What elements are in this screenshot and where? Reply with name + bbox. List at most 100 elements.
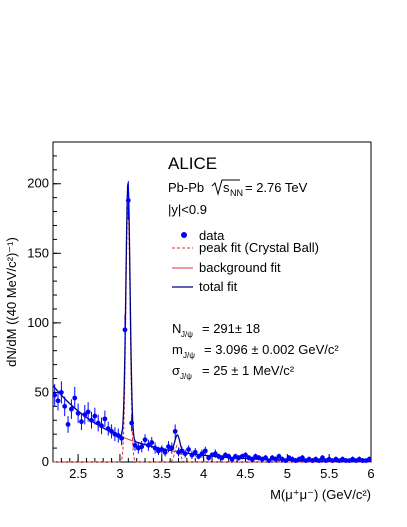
data-marker xyxy=(72,395,78,401)
data-point xyxy=(149,436,155,449)
data-point xyxy=(85,402,91,422)
y-axis-ticks: 0 50 100 150 200 xyxy=(27,141,61,469)
y-tick-label: 100 xyxy=(27,315,49,330)
data-point xyxy=(89,411,94,429)
data-marker xyxy=(105,426,111,432)
data-marker xyxy=(202,448,208,454)
experiment-label: ALICE xyxy=(168,154,217,173)
data-marker xyxy=(226,454,232,459)
data-point xyxy=(179,446,185,456)
data-marker xyxy=(249,456,255,462)
data-point xyxy=(102,410,108,428)
data-point xyxy=(316,458,322,464)
data-point xyxy=(206,455,212,461)
data-point xyxy=(169,442,175,454)
x-tick-label: 5 xyxy=(284,466,291,481)
yield-symbol: N xyxy=(172,321,181,336)
data-point xyxy=(276,453,282,460)
data-point xyxy=(159,445,165,454)
y-tick-label: 0 xyxy=(42,454,49,469)
data-marker xyxy=(366,456,372,462)
data-point xyxy=(212,449,218,458)
data-marker xyxy=(119,435,125,441)
data-point xyxy=(199,449,205,458)
data-marker xyxy=(89,417,94,423)
data-point xyxy=(273,456,278,462)
yield-subscript: J/ψ xyxy=(181,330,193,339)
data-point xyxy=(366,456,372,462)
width-symbol: σ xyxy=(172,363,180,378)
data-marker xyxy=(316,458,322,464)
width-subscript: J/ψ xyxy=(180,372,192,381)
data-marker xyxy=(125,198,131,203)
data-point xyxy=(146,439,151,451)
data-point xyxy=(109,424,114,439)
data-point xyxy=(196,453,202,460)
data-marker xyxy=(199,451,205,457)
data-point xyxy=(182,449,188,458)
data-marker xyxy=(58,390,64,395)
y-tick-label: 50 xyxy=(35,384,49,399)
data-marker xyxy=(65,422,71,427)
system-label: Pb-Pb xyxy=(168,180,204,195)
data-point xyxy=(162,448,168,457)
mass-symbol: m xyxy=(172,342,183,357)
data-marker xyxy=(212,451,218,457)
sqrt-sign xyxy=(211,179,240,196)
data-point xyxy=(65,416,71,433)
data-point xyxy=(95,414,101,432)
data-point xyxy=(226,453,232,460)
data-point xyxy=(122,314,128,346)
data-marker xyxy=(109,428,114,434)
data-point xyxy=(115,428,121,443)
data-point xyxy=(72,386,78,410)
data-marker xyxy=(62,403,68,409)
data-marker xyxy=(182,451,188,457)
data-point xyxy=(172,424,178,439)
data-marker xyxy=(192,449,198,455)
data-marker xyxy=(196,454,202,459)
data-point xyxy=(283,458,289,464)
data-marker xyxy=(139,444,145,450)
data-point xyxy=(55,391,61,411)
data-point xyxy=(92,407,98,425)
data-marker xyxy=(243,452,248,458)
energy-value: = 2.76 TeV xyxy=(245,180,308,195)
data-marker xyxy=(99,423,104,429)
data-marker xyxy=(229,456,235,462)
fit-results: N J/ψ = 291± 18 m J/ψ = 3.096 ± 0.002 Ge… xyxy=(172,321,339,381)
data-point xyxy=(129,414,135,432)
data-marker xyxy=(82,412,88,418)
data-marker xyxy=(79,419,84,425)
data-marker xyxy=(273,456,278,462)
background-fit-curve xyxy=(52,385,372,463)
data-point xyxy=(299,455,305,461)
data-point xyxy=(79,413,84,430)
legend-marker-data xyxy=(181,232,187,238)
rapidity-label: |y|<0.9 xyxy=(168,202,207,217)
y-tick-label: 200 xyxy=(27,176,49,191)
data-point xyxy=(320,455,325,461)
data-point xyxy=(58,381,64,404)
data-point xyxy=(132,439,138,451)
y-tick-label: 150 xyxy=(27,245,49,260)
data-marker xyxy=(52,392,58,398)
data-point xyxy=(343,458,349,464)
energy-symbol: s xyxy=(223,180,230,195)
data-point xyxy=(263,455,268,461)
data-point xyxy=(249,456,255,462)
x-tick-label: 6 xyxy=(367,466,374,481)
data-point xyxy=(142,434,148,446)
data-marker xyxy=(162,449,168,455)
x-tick-label: 3 xyxy=(116,466,123,481)
data-point xyxy=(52,384,58,407)
yield-value: = 291± 18 xyxy=(202,321,260,336)
data-point xyxy=(75,403,81,424)
mass-subscript: J/ψ xyxy=(183,351,195,360)
data-marker xyxy=(179,448,185,454)
data-marker xyxy=(102,416,108,422)
data-marker xyxy=(69,406,74,412)
y-axis-label: dN/dM ((40 MeV/c²)⁻¹) xyxy=(4,237,19,367)
x-tick-label: 2.5 xyxy=(69,466,87,481)
